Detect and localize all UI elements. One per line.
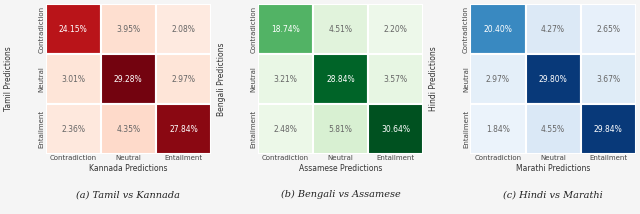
- FancyBboxPatch shape: [45, 104, 100, 154]
- FancyBboxPatch shape: [580, 4, 636, 54]
- FancyBboxPatch shape: [470, 104, 525, 154]
- Text: 24.15%: 24.15%: [59, 25, 88, 34]
- FancyBboxPatch shape: [313, 54, 368, 104]
- FancyBboxPatch shape: [368, 54, 424, 104]
- FancyBboxPatch shape: [525, 104, 580, 154]
- FancyBboxPatch shape: [313, 4, 368, 54]
- Text: (c) Hindi vs Marathi: (c) Hindi vs Marathi: [503, 190, 603, 199]
- FancyBboxPatch shape: [258, 104, 313, 154]
- FancyBboxPatch shape: [470, 54, 525, 104]
- FancyBboxPatch shape: [313, 104, 368, 154]
- Text: 3.67%: 3.67%: [596, 75, 620, 84]
- FancyBboxPatch shape: [580, 104, 636, 154]
- Text: 28.84%: 28.84%: [326, 75, 355, 84]
- X-axis label: Assamese Predictions: Assamese Predictions: [299, 164, 382, 173]
- FancyBboxPatch shape: [100, 54, 156, 104]
- Text: 27.84%: 27.84%: [169, 125, 198, 134]
- Y-axis label: Tamil Predictions: Tamil Predictions: [4, 47, 13, 111]
- Text: 18.74%: 18.74%: [271, 25, 300, 34]
- FancyBboxPatch shape: [258, 4, 313, 54]
- Text: 20.40%: 20.40%: [483, 25, 513, 34]
- Text: 30.64%: 30.64%: [381, 125, 410, 134]
- Text: 4.51%: 4.51%: [329, 25, 353, 34]
- Text: 4.55%: 4.55%: [541, 125, 565, 134]
- FancyBboxPatch shape: [100, 4, 156, 54]
- Text: 2.08%: 2.08%: [172, 25, 195, 34]
- Text: 2.97%: 2.97%: [486, 75, 510, 84]
- X-axis label: Marathi Predictions: Marathi Predictions: [516, 164, 590, 173]
- Text: (b) Bengali vs Assamese: (b) Bengali vs Assamese: [281, 190, 401, 199]
- Text: 3.95%: 3.95%: [116, 25, 140, 34]
- Text: 2.97%: 2.97%: [172, 75, 195, 84]
- Text: 29.84%: 29.84%: [594, 125, 623, 134]
- Text: 29.28%: 29.28%: [114, 75, 143, 84]
- FancyBboxPatch shape: [525, 4, 580, 54]
- Text: 2.20%: 2.20%: [384, 25, 408, 34]
- FancyBboxPatch shape: [45, 4, 100, 54]
- FancyBboxPatch shape: [156, 54, 211, 104]
- Text: 2.36%: 2.36%: [61, 125, 85, 134]
- Text: 5.81%: 5.81%: [329, 125, 353, 134]
- Text: 3.57%: 3.57%: [384, 75, 408, 84]
- FancyBboxPatch shape: [525, 54, 580, 104]
- Text: 3.01%: 3.01%: [61, 75, 85, 84]
- Text: 29.80%: 29.80%: [539, 75, 568, 84]
- FancyBboxPatch shape: [156, 4, 211, 54]
- FancyBboxPatch shape: [258, 54, 313, 104]
- FancyBboxPatch shape: [580, 54, 636, 104]
- Text: 2.48%: 2.48%: [274, 125, 298, 134]
- Text: 3.21%: 3.21%: [274, 75, 298, 84]
- Text: (a) Tamil vs Kannada: (a) Tamil vs Kannada: [76, 190, 180, 199]
- FancyBboxPatch shape: [368, 4, 424, 54]
- FancyBboxPatch shape: [100, 104, 156, 154]
- Text: 4.35%: 4.35%: [116, 125, 140, 134]
- FancyBboxPatch shape: [45, 54, 100, 104]
- FancyBboxPatch shape: [470, 4, 525, 54]
- X-axis label: Kannada Predictions: Kannada Predictions: [89, 164, 168, 173]
- Text: 4.27%: 4.27%: [541, 25, 565, 34]
- Y-axis label: Hindi Predictions: Hindi Predictions: [429, 47, 438, 111]
- FancyBboxPatch shape: [156, 104, 211, 154]
- Text: 2.65%: 2.65%: [596, 25, 620, 34]
- FancyBboxPatch shape: [368, 104, 424, 154]
- Y-axis label: Bengali Predictions: Bengali Predictions: [216, 42, 225, 116]
- Text: 1.84%: 1.84%: [486, 125, 510, 134]
